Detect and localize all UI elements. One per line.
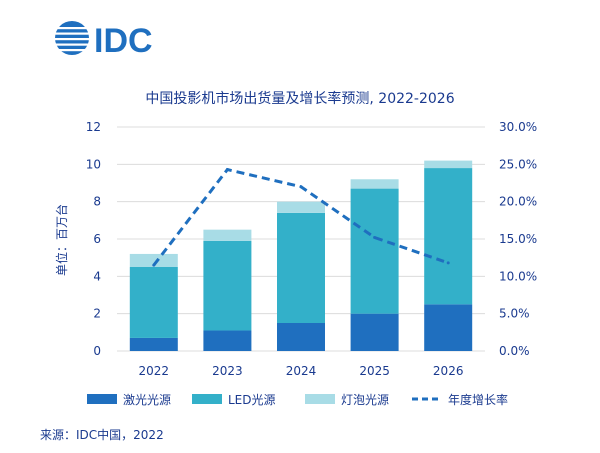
bar-2024-激光光源	[277, 323, 325, 351]
y2-tick-label: 25.0%	[499, 157, 537, 171]
bars	[129, 160, 473, 351]
growth-line	[152, 167, 450, 267]
chart-title: 中国投影机市场出货量及增长率预测, 2022-2026	[145, 90, 454, 107]
x-tick-label: 2022	[139, 364, 170, 378]
legend-label: 激光光源	[123, 393, 171, 407]
growth-rate-point-2025	[373, 236, 377, 240]
bar-2023-激光光源	[203, 330, 252, 351]
growth-rate-point-2026	[446, 261, 450, 265]
bar-2022-激光光源	[129, 337, 178, 351]
y2-tick-label: 5.0%	[499, 307, 530, 321]
y2-tick-label: 20.0%	[499, 195, 537, 209]
legend-label: LED光源	[228, 393, 276, 407]
y-tick-label: 4	[93, 269, 101, 283]
bar-2022-LED光源	[129, 267, 178, 338]
x-tick-label: 2023	[212, 364, 243, 378]
bar-2025-LED光源	[350, 188, 399, 314]
y-tick-label: 8	[93, 195, 101, 209]
x-tick-label: 2026	[433, 364, 464, 378]
idc-logo: IDC	[54, 21, 153, 58]
y-tick-label: 0	[93, 344, 101, 358]
source-note: 来源：IDC中国，2022	[40, 428, 164, 442]
y2-axis-ticks: 0.0% 5.0% 10.0% 15.0% 20.0% 25.0% 30.0%	[499, 120, 537, 358]
growth-rate-point-2022	[152, 263, 156, 267]
bar-2026-LED光源	[424, 168, 473, 305]
bar-2026-灯泡光源	[424, 160, 473, 169]
growth-rate-point-2024	[299, 185, 303, 189]
x-axis-ticks: 2022 2023 2024 2025 2026	[139, 364, 464, 378]
bar-2022-灯泡光源	[129, 253, 178, 267]
legend-swatch	[305, 394, 335, 404]
bar-2024-灯泡光源	[277, 201, 325, 213]
bar-2023-LED光源	[203, 240, 252, 331]
legend-swatch	[192, 394, 222, 404]
y2-tick-label: 30.0%	[499, 120, 537, 134]
legend-label: 年度增长率	[448, 392, 508, 407]
y-tick-label: 6	[93, 232, 101, 246]
bar-2023-灯泡光源	[203, 229, 252, 241]
growth-rate-point-2023	[225, 168, 229, 172]
x-tick-label: 2024	[286, 364, 317, 378]
bar-2025-灯泡光源	[350, 179, 399, 189]
y2-tick-label: 15.0%	[499, 232, 537, 246]
bar-2024-LED光源	[277, 212, 325, 323]
y-tick-label: 12	[86, 120, 101, 134]
idc-logo-text: IDC	[94, 22, 153, 58]
y-axis-label: 单位：百万台	[54, 204, 69, 276]
bar-2026-激光光源	[424, 304, 473, 351]
legend-swatch	[87, 394, 117, 404]
x-tick-label: 2025	[359, 364, 390, 378]
legend-label: 灯泡光源	[341, 393, 389, 407]
bar-2025-激光光源	[350, 313, 399, 351]
y-axis-ticks: 0 2 4 6 8 10 12	[86, 120, 101, 358]
y-tick-label: 10	[86, 157, 101, 171]
y-tick-label: 2	[93, 307, 101, 321]
legend: 激光光源 LED光源 灯泡光源 年度增长率	[87, 392, 508, 407]
y2-tick-label: 10.0%	[499, 269, 537, 283]
idc-globe-icon	[54, 21, 90, 55]
y2-tick-label: 0.0%	[499, 344, 530, 358]
